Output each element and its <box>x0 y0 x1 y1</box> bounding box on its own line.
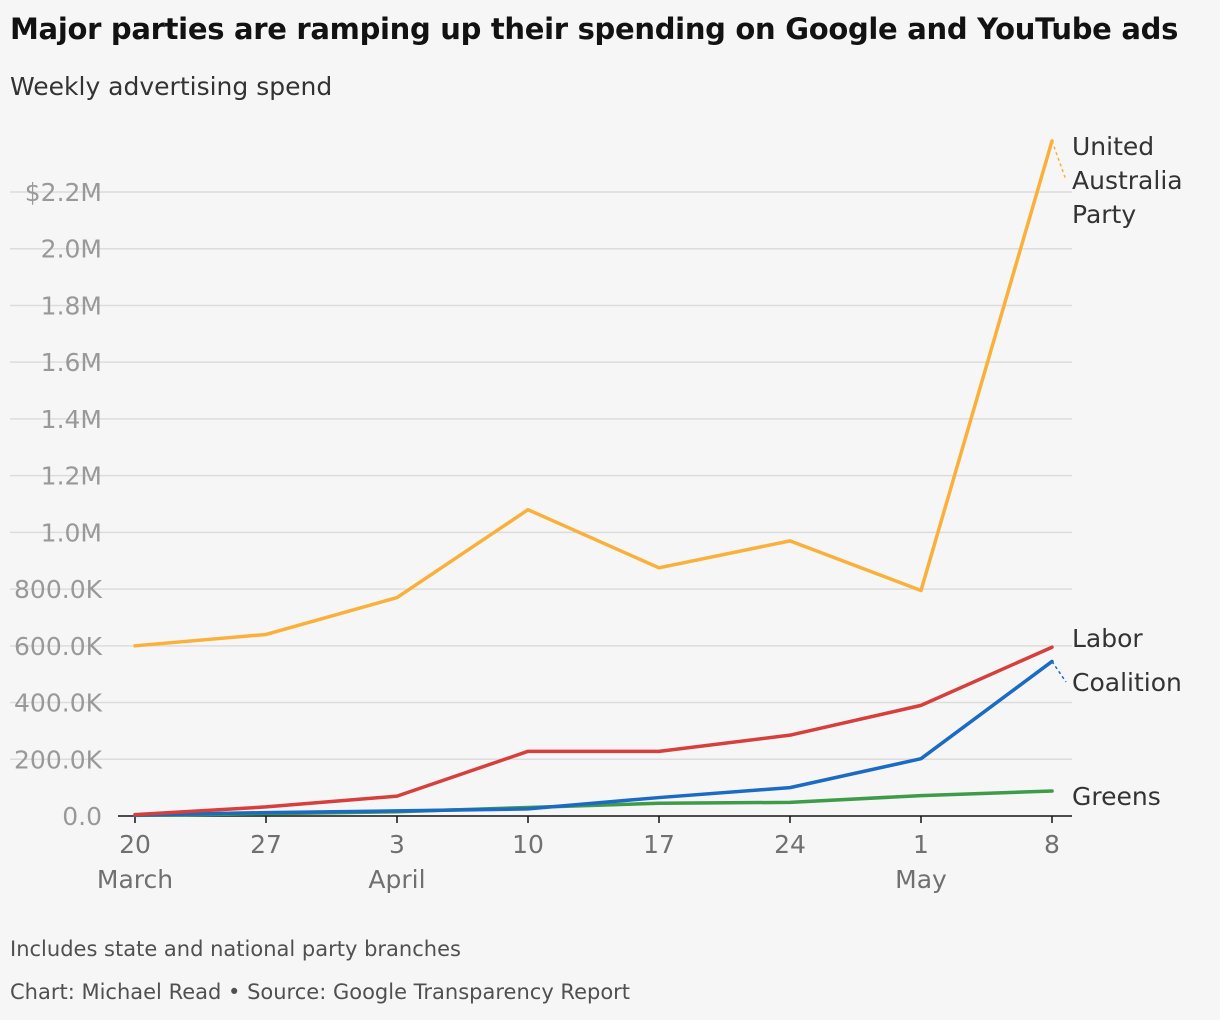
chart-subtitle: Weekly advertising spend <box>10 72 333 101</box>
y-tick-label: 1.0M <box>41 518 102 547</box>
series-label-line: United <box>1072 132 1154 161</box>
y-tick-label: 1.2M <box>41 462 102 491</box>
series-label-leader-coalition <box>1051 660 1067 683</box>
y-tick-label: 600.0K <box>14 632 103 661</box>
y-tick-label: 2.0M <box>41 235 102 264</box>
gridlines <box>10 191 1072 817</box>
series-line-united-australia-party <box>133 139 1054 648</box>
line-chart: 0.0 200.0K 400.0K 600.0K 800.0K 1.0M 1.2M 1.4M 1… <box>10 132 1183 894</box>
y-tick-label: 400.0K <box>14 689 103 718</box>
y-tick-label: 1.6M <box>41 348 102 377</box>
y-tick-label: 200.0K <box>14 745 103 774</box>
series-label-line: Party <box>1072 200 1136 229</box>
x-month-label: March <box>97 865 173 894</box>
x-month-label: May <box>895 865 947 894</box>
series-label-line: Greens <box>1072 782 1161 811</box>
y-tick-label: 0.0 <box>62 802 102 831</box>
series-label-united-australia-party: United Australia Party <box>1072 132 1183 229</box>
x-axis-ticks: 20 March 27 3 April 10 17 24 1 May 8 <box>97 816 1060 894</box>
series-lines <box>133 139 1054 818</box>
series-line-labor <box>133 645 1054 817</box>
y-tick-label: 800.0K <box>14 575 103 604</box>
chart-title: Major parties are ramping up their spend… <box>10 12 1179 46</box>
x-tick-label: 17 <box>643 830 675 859</box>
y-tick-label: 1.4M <box>41 405 102 434</box>
series-label-line: Labor <box>1072 624 1143 653</box>
x-tick-label: 24 <box>774 830 806 859</box>
x-tick-label: 1 <box>913 830 929 859</box>
x-tick-label: 20 <box>119 830 151 859</box>
series-label-greens: Greens <box>1072 782 1161 811</box>
x-month-label: April <box>368 865 425 894</box>
series-labels: United Australia Party Labor Coalition Greens <box>1051 132 1183 811</box>
series-label-coalition: Coalition <box>1072 668 1182 697</box>
y-tick-label: 1.8M <box>41 291 102 320</box>
series-line-coalition <box>133 659 1054 817</box>
y-tick-label: $2.2M <box>25 178 102 207</box>
x-tick-label: 3 <box>389 830 405 859</box>
series-label-line: Coalition <box>1072 668 1182 697</box>
footnote: Includes state and national party branch… <box>10 937 461 961</box>
x-tick-label: 10 <box>512 830 544 859</box>
x-tick-label: 27 <box>250 830 282 859</box>
y-axis-ticks: 0.0 200.0K 400.0K 600.0K 800.0K 1.0M 1.2M 1.4M 1… <box>14 178 103 831</box>
series-label-leader-united-australia-party <box>1051 140 1067 181</box>
x-tick-label: 8 <box>1044 830 1060 859</box>
series-label-labor: Labor <box>1072 624 1143 653</box>
source-credit: Chart: Michael Read • Source: Google Tra… <box>10 980 631 1004</box>
series-label-line: Australia <box>1072 166 1183 195</box>
